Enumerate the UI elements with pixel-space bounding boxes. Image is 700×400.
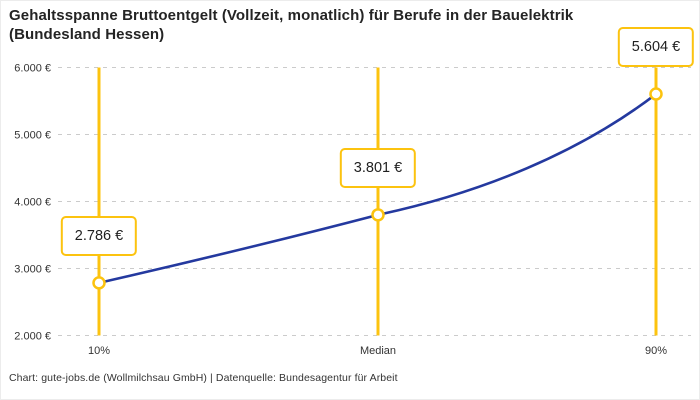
data-point-marker — [371, 208, 385, 222]
x-tick-label: 10% — [88, 345, 110, 357]
value-label: 5.604 € — [617, 27, 695, 68]
y-tick-label: 3.000 € — [14, 264, 51, 276]
chart-title: Gehaltsspanne Bruttoentgelt (Vollzeit, m… — [9, 6, 649, 44]
data-point-marker — [649, 87, 663, 101]
value-label: 3.801 € — [339, 147, 417, 188]
chart-title-line1: Gehaltsspanne Bruttoentgelt (Vollzeit, m… — [9, 7, 574, 24]
value-label: 2.786 € — [60, 215, 138, 256]
chart-title-line2: (Bundesland Hessen) — [9, 26, 165, 43]
x-tick-label: Median — [360, 345, 396, 357]
x-tick-label: 90% — [645, 345, 667, 357]
data-point-marker — [92, 276, 106, 290]
y-tick-label: 6.000 € — [14, 63, 51, 75]
chart-credit: Chart: gute-jobs.de (Wollmilchsau GmbH) … — [9, 372, 398, 384]
y-tick-label: 5.000 € — [14, 130, 51, 142]
y-tick-label: 2.000 € — [14, 331, 51, 343]
y-tick-label: 4.000 € — [14, 197, 51, 209]
